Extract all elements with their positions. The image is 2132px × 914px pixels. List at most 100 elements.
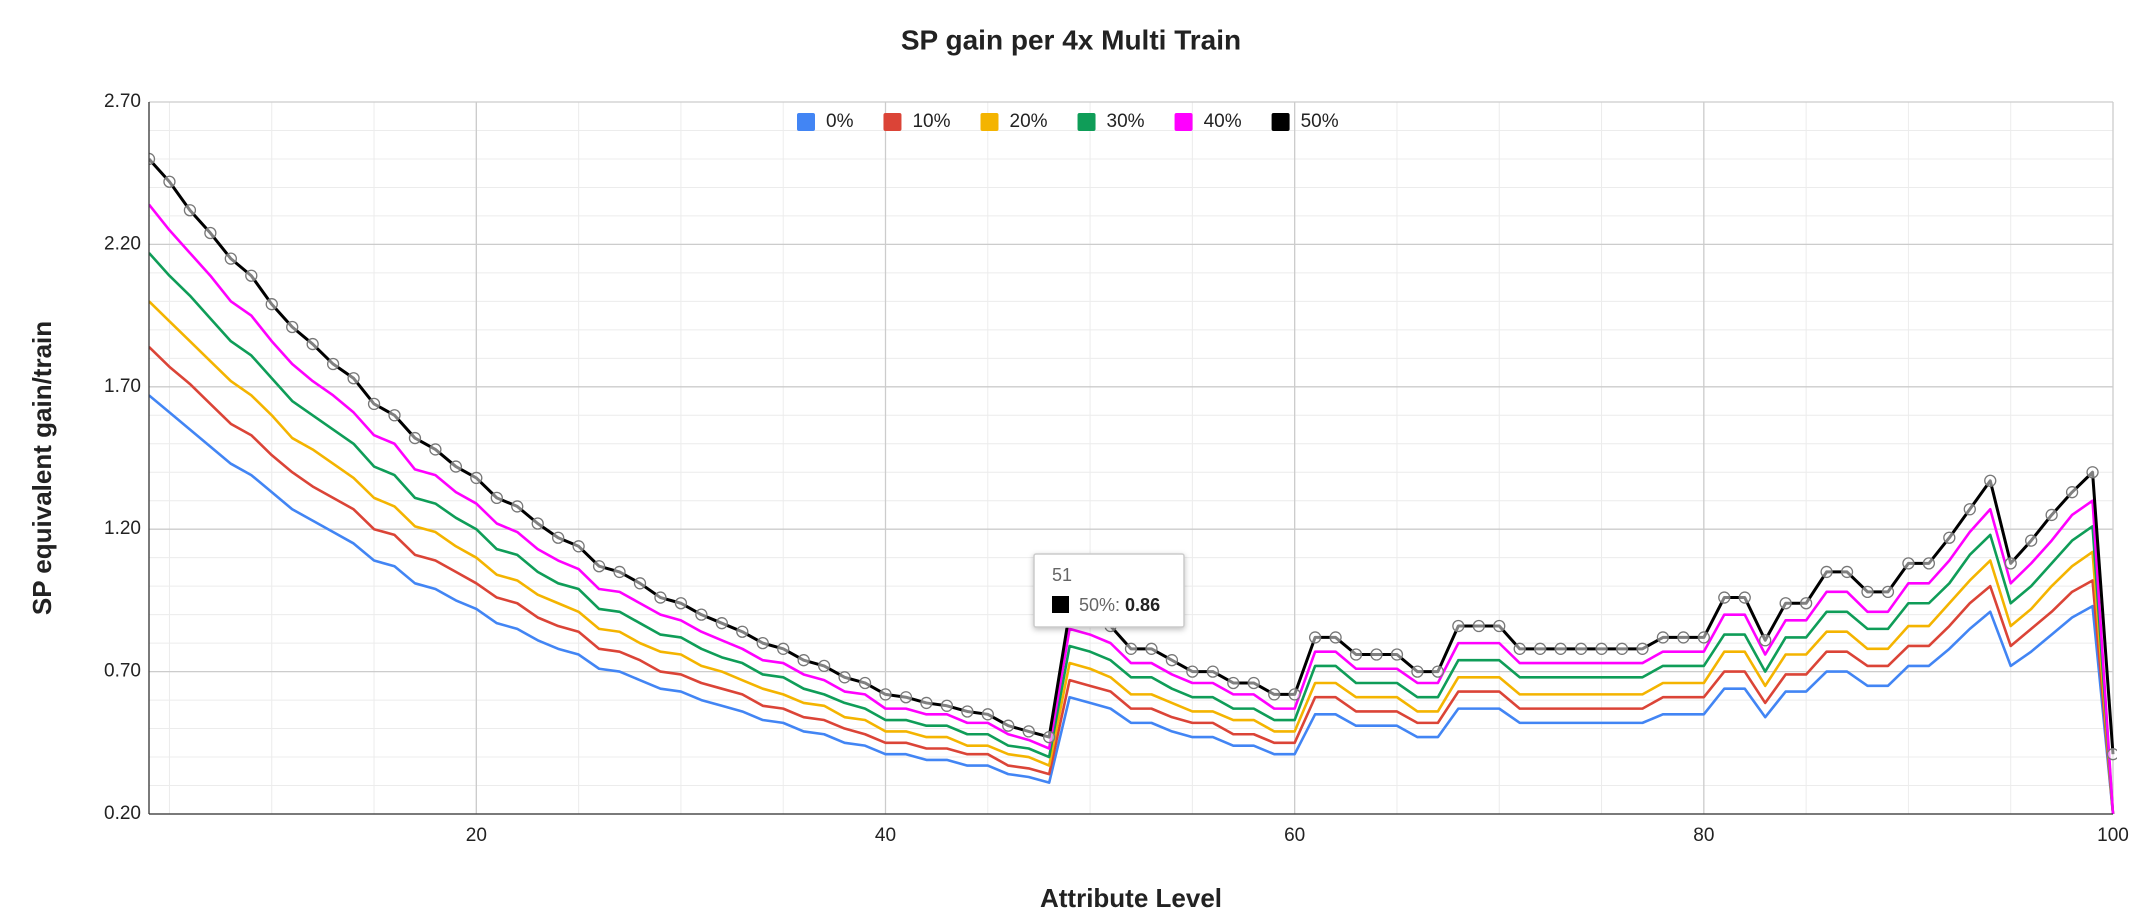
x-tick-label: 20 bbox=[466, 825, 487, 846]
x-tick-label: 100 bbox=[2097, 825, 2129, 846]
point-marker bbox=[940, 699, 954, 712]
series-line bbox=[149, 345, 2115, 815]
point-marker bbox=[899, 691, 913, 704]
point-marker bbox=[470, 471, 483, 485]
point-marker bbox=[286, 320, 299, 334]
legend-label: 30% bbox=[1107, 111, 1145, 132]
point-marker bbox=[1431, 665, 1445, 678]
point-marker bbox=[265, 298, 278, 311]
point-marker bbox=[245, 269, 258, 282]
point-marker bbox=[347, 372, 360, 385]
y-tick-label: 2.70 bbox=[104, 91, 141, 112]
point-marker bbox=[777, 642, 790, 655]
series-line bbox=[149, 300, 2115, 815]
plot-area bbox=[149, 152, 2117, 815]
point-marker bbox=[326, 357, 340, 371]
point-marker bbox=[1677, 631, 1690, 644]
point-marker bbox=[2106, 748, 2117, 761]
point-marker bbox=[163, 175, 176, 188]
point-marker bbox=[592, 560, 606, 573]
point-marker bbox=[1124, 642, 1138, 655]
legend-label: 40% bbox=[1204, 111, 1242, 132]
point-marker bbox=[879, 688, 892, 701]
point-marker bbox=[388, 409, 401, 422]
x-tick-label: 60 bbox=[1284, 825, 1305, 846]
point-marker bbox=[204, 226, 217, 240]
legend-label: 0% bbox=[826, 111, 854, 132]
point-marker bbox=[1308, 631, 1322, 644]
point-marker bbox=[1288, 688, 1301, 701]
point-marker bbox=[1165, 654, 1179, 667]
point-marker bbox=[552, 531, 565, 544]
series-line bbox=[149, 203, 2115, 815]
point-marker bbox=[1902, 557, 1915, 570]
tooltip-value: 0.86 bbox=[1125, 595, 1160, 615]
point-marker bbox=[1329, 631, 1342, 644]
point-marker bbox=[1718, 591, 1731, 604]
point-marker bbox=[1472, 619, 1485, 633]
point-marker bbox=[1349, 648, 1363, 661]
x-tick-label: 80 bbox=[1693, 825, 1714, 846]
point-marker bbox=[1002, 719, 1015, 732]
point-marker bbox=[408, 431, 422, 445]
point-marker bbox=[572, 540, 585, 553]
point-marker bbox=[838, 671, 851, 684]
point-marker bbox=[797, 654, 810, 667]
point-marker bbox=[1861, 585, 1874, 599]
point-marker bbox=[367, 397, 381, 411]
point-marker bbox=[183, 204, 197, 217]
legend-swatch bbox=[1077, 113, 1096, 131]
point-marker bbox=[429, 443, 442, 456]
legend: 0% 10% 20% 30% 40% 50% bbox=[797, 111, 1339, 132]
series-line bbox=[149, 394, 2115, 815]
legend-swatch bbox=[883, 113, 902, 131]
point-marker bbox=[2045, 508, 2058, 522]
point-marker bbox=[1227, 676, 1240, 690]
point-marker bbox=[490, 491, 503, 505]
point-marker bbox=[1881, 585, 1895, 599]
point-marker bbox=[1022, 725, 1035, 738]
point-marker bbox=[1922, 557, 1936, 570]
point-marker bbox=[1513, 642, 1526, 655]
point-marker bbox=[1268, 688, 1281, 701]
tooltip: 51 50%: 0.86 bbox=[1033, 553, 1185, 628]
point-marker bbox=[715, 617, 728, 630]
point-marker bbox=[1534, 642, 1547, 655]
point-marker bbox=[1247, 676, 1260, 690]
point-marker bbox=[817, 659, 831, 673]
point-marker bbox=[981, 708, 994, 721]
point-marker bbox=[961, 705, 974, 718]
point-marker bbox=[1799, 597, 1813, 610]
point-marker bbox=[1390, 648, 1404, 661]
tooltip-swatch bbox=[1052, 596, 1069, 613]
point-marker bbox=[2025, 534, 2038, 547]
point-marker bbox=[1574, 642, 1588, 655]
point-marker bbox=[224, 252, 237, 265]
point-marker bbox=[920, 696, 933, 710]
point-marker bbox=[1656, 631, 1670, 644]
legend-swatch bbox=[1271, 113, 1290, 131]
point-marker bbox=[2004, 557, 2017, 570]
point-marker bbox=[654, 591, 667, 604]
point-marker bbox=[1840, 565, 1854, 579]
point-marker bbox=[2086, 466, 2099, 479]
tooltip-label: 50%: 0.86 bbox=[1079, 595, 1160, 615]
point-marker bbox=[1963, 503, 1976, 516]
point-marker bbox=[1186, 665, 1199, 678]
point-marker bbox=[511, 500, 524, 513]
point-marker bbox=[1636, 642, 1649, 655]
legend-swatch bbox=[1174, 113, 1193, 131]
point-marker bbox=[1759, 634, 1772, 647]
legend-swatch bbox=[980, 113, 999, 131]
point-marker bbox=[1554, 642, 1567, 655]
y-axis-title: SP equivalent gain/train bbox=[27, 321, 57, 615]
y-tick-label: 0.20 bbox=[104, 803, 141, 824]
y-tick-label: 0.70 bbox=[104, 661, 141, 682]
legend-label: 10% bbox=[912, 111, 950, 132]
point-marker bbox=[695, 608, 708, 621]
point-marker bbox=[1943, 531, 1956, 544]
point-marker bbox=[306, 337, 319, 351]
y-tick-label: 1.20 bbox=[104, 518, 141, 539]
